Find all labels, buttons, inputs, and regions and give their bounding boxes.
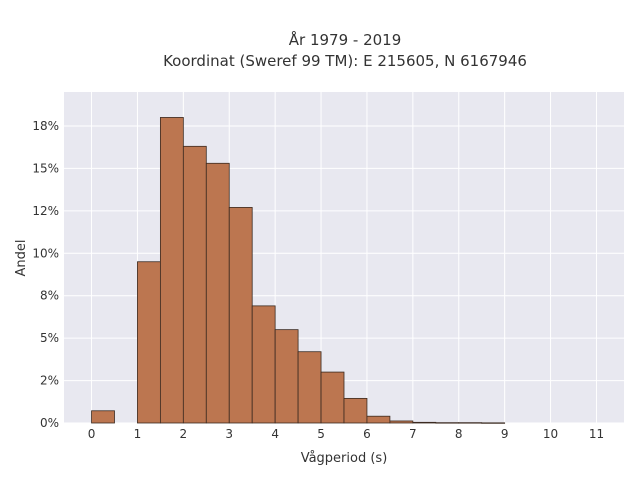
histogram-bar-4: [182, 145, 207, 424]
x-tick-label-4: 4: [271, 427, 279, 441]
x-tick-label-11: 11: [589, 427, 604, 441]
histogram-bar-14: [412, 421, 437, 424]
chart-title-line-1: År 1979 - 2019: [289, 30, 402, 49]
y-tick-label-7: 18%: [32, 119, 59, 133]
histogram-bar-8: [274, 329, 299, 424]
y-tick-label-5: 12%: [32, 204, 59, 218]
histogram-bar-13: [389, 420, 414, 424]
x-tick-label-5: 5: [317, 427, 325, 441]
x-tick-label-10: 10: [543, 427, 558, 441]
y-tick-label-4: 10%: [32, 246, 59, 260]
histogram-bar-6: [228, 207, 253, 424]
y-tick-label-2: 5%: [40, 331, 59, 345]
x-tick-label-7: 7: [409, 427, 417, 441]
histogram-bar-3: [159, 117, 184, 424]
chart-title-line-2: Koordinat (Sweref 99 TM): E 215605, N 61…: [163, 52, 527, 70]
bars: [91, 117, 506, 424]
histogram-bar-5: [205, 162, 230, 424]
x-tick-label-0: 0: [88, 427, 96, 441]
histogram-bar-9: [297, 351, 322, 424]
histogram-bar-15: [435, 422, 460, 424]
x-tick-label-8: 8: [455, 427, 463, 441]
y-axis-ticks: 0% 2% 5% 8% 10% 12% 15% 18%: [32, 119, 59, 430]
histogram-bar-10: [320, 371, 345, 424]
histogram-bar-2: [137, 261, 161, 424]
y-axis-label: Andel: [14, 240, 29, 277]
y-tick-label-0: 0%: [40, 416, 59, 430]
x-tick-label-2: 2: [180, 427, 188, 441]
histogram-bar-0: [91, 410, 115, 424]
x-axis-label: Vågperiod (s): [301, 451, 388, 466]
histogram-bar-12: [366, 415, 391, 424]
histogram-bar-7: [251, 305, 276, 424]
x-axis-ticks: 0 1 2 3 4 5 6 7 8 9 10 11: [88, 427, 604, 441]
histogram-bar-16: [458, 422, 483, 424]
y-tick-label-3: 8%: [40, 289, 59, 303]
x-tick-label-3: 3: [225, 427, 233, 441]
y-tick-label-1: 2%: [40, 374, 59, 388]
histogram-bar-11: [343, 397, 368, 424]
x-tick-label-6: 6: [363, 427, 371, 441]
y-tick-label-6: 15%: [32, 161, 59, 175]
x-tick-label-1: 1: [134, 427, 142, 441]
x-tick-label-9: 9: [501, 427, 509, 441]
histogram-bar-17: [481, 422, 506, 424]
